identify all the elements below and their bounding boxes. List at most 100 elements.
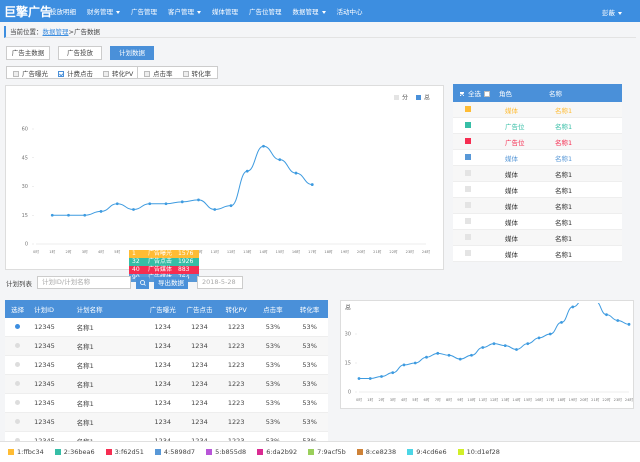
point [481,346,485,349]
select-cell[interactable] [5,437,30,445]
table-cell: 名称1 [76,419,94,427]
checkbox-item[interactable]: 转化率 [182,68,211,78]
tooltip-amount: 1926 [178,258,194,265]
table-cell: 53% [302,418,317,426]
nav-item[interactable]: 投放明细 [50,6,76,16]
x-tick-label: 18时 [557,397,566,402]
nav-item[interactable]: 广告管理 [131,6,157,16]
search-bar: 计划列表 计划ID/计划名称 导出数据 2018-5-28 [6,276,243,289]
user-menu[interactable]: 彭蔽 [602,7,622,17]
swatch-cell[interactable] [453,185,505,194]
search-label: 计划列表 [6,279,32,288]
swatch-cell[interactable] [453,137,505,146]
x-tick-label: 12时 [227,249,236,254]
nav-item[interactable]: 客户管理 [168,6,201,16]
point [470,353,473,357]
date-input[interactable]: 2018-5-28 [197,276,243,289]
legend-label: 2:36bea6 [63,448,95,456]
user-name: 彭蔽 [602,9,615,17]
y-tick-label: 0 [25,242,28,248]
breadcrumb-link[interactable]: 数据管理 [42,28,69,36]
select-cell[interactable] [5,399,30,407]
checkbox [484,91,490,97]
export-button[interactable]: 导出数据 [154,276,188,289]
y-tick-label: 60 [22,127,28,133]
x-tick-label: 18时 [324,249,333,254]
legend-label: 10:d1ef28 [466,448,500,456]
nav-item[interactable]: 财务管理 [87,6,120,16]
swatch-cell[interactable] [453,217,505,226]
point [245,169,249,173]
tab[interactable]: 广告主数据 [6,46,50,60]
nav-item[interactable]: 广告位管理 [249,6,282,16]
swatch-cell[interactable] [453,169,505,178]
point [164,202,168,206]
table-cell: 12345 [34,418,55,426]
legend-swatch [407,449,414,455]
legend-item: 1:ffbc34 [8,448,44,456]
checkbox-item[interactable]: 计费点击 [58,68,93,78]
caret [197,10,201,14]
x-tick-label: 3时 [82,249,88,254]
table-row: 媒体 名称1 [453,150,622,166]
color-swatch [465,201,471,208]
y-tick-label: 15 [345,361,351,367]
swatch-cell[interactable] [453,121,505,130]
point [197,198,200,202]
swatch-cell[interactable] [453,153,505,162]
search-icon [140,279,146,286]
nav-item[interactable]: 活动中心 [337,6,363,16]
table-cell: 53% [302,399,317,407]
x-tick-label: 22时 [389,249,398,254]
radio [15,438,21,443]
checkbox-item[interactable]: 点击率 [144,68,173,78]
select-all[interactable]: 全选 [453,88,493,98]
nav-item[interactable]: 数据管理 [293,6,326,16]
select-cell[interactable] [5,361,30,369]
swatch-cell[interactable] [453,233,505,242]
x-tick-label: 23时 [614,397,623,402]
search-input[interactable]: 计划ID/计划名称 [37,276,131,289]
y-tick-label: 30 [345,332,351,338]
select-cell[interactable] [5,323,30,331]
select-cell[interactable] [5,418,30,426]
legend-label: 1:ffbc34 [17,448,44,456]
metric-group: 广告曝光 计费点击 转化PV [6,66,141,79]
swatch-cell[interactable] [453,201,505,210]
menu: 投放明细 财务管理 广告管理 客户管理 媒体管理 广告位管理 数据管理 活动中心 [50,0,363,22]
swatch-cell[interactable] [453,105,505,114]
tab[interactable]: 计划数据 [110,46,154,60]
table-cell: 1234 [191,361,208,369]
checkbox [416,95,421,100]
x-tick-label: 17时 [308,249,317,254]
column-header: 广告点击 [186,306,213,314]
logo[interactable]: 巨擎广告 [4,5,53,19]
table-row: 媒体 名称1 [453,214,622,230]
checkbox-item[interactable]: 广告曝光 [13,68,48,78]
point [425,355,428,359]
legend-swatch [308,449,315,455]
tooltip-row: 1 广告曝光 1576 [129,250,199,258]
name-cell: 名称1 [555,154,573,163]
color-legend: 1:ffbc34 2:36bea6 3:f62d51 4:5898d7 5:b855d8… [0,441,640,462]
swatch-cell[interactable] [453,249,505,258]
nav-item[interactable]: 媒体管理 [212,6,238,16]
checkbox-item[interactable]: 转化PV [103,68,133,78]
plan-table: 选择 计划ID 计划名称 广告曝光 广告点击 转化PV 点击率 转化率 12345 名称1 123… [5,300,328,451]
table-body: 媒体 名称1 广告位 名称1 广告位 名称1 媒体 名称1 媒体 名称1 媒体 名称1 媒体 名称1 媒体名… [453,102,622,262]
tab[interactable]: 广告投放 [58,46,102,60]
table-cell: 名称1 [76,362,94,370]
select-cell[interactable] [5,342,30,350]
chart-title: 总 [345,304,351,312]
search-button[interactable] [136,276,149,289]
tooltip-row: 32 广告点击 1926 [129,258,199,266]
radio [15,362,21,367]
name-cell: 名称1 [555,186,573,195]
radio [15,381,21,386]
x-tick-label: 2时 [66,249,72,254]
name-cell: 名称1 [555,106,573,115]
select-cell[interactable] [5,380,30,388]
point [115,202,119,206]
caret [116,10,120,14]
